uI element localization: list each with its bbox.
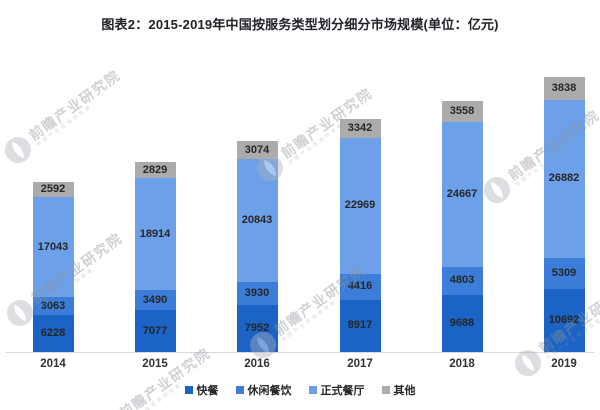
- segment-value-label: 22969: [344, 199, 376, 212]
- stacked-bar: 3838 26882 5309 10692: [543, 76, 585, 352]
- legend-swatch: [308, 386, 317, 394]
- legend-swatch: [184, 386, 193, 394]
- chart-title: 图表2：2015-2019年中国按服务类型划分细分市场规模(单位：亿元): [101, 17, 499, 32]
- plot-area: 2592 17043 3063 6228 2829 18914 3490 7077 3074 20…: [0, 60, 600, 352]
- segment-value-label: 26882: [548, 172, 580, 185]
- bar-column: 3838 26882 5309 10692: [514, 60, 600, 352]
- segment-value-label: 2592: [40, 182, 66, 195]
- bar-segment: 9688: [441, 294, 483, 352]
- bar-segment: 6228: [32, 315, 74, 352]
- bar-segment: 7077: [134, 310, 176, 352]
- x-axis-tick-label: 2014: [40, 358, 66, 370]
- segment-value-label: 10692: [548, 314, 580, 327]
- stacked-bar: 2592 17043 3063 6228: [32, 181, 74, 352]
- watermark-brand-text: 前瞻产业研究院: [115, 344, 213, 410]
- segment-value-label: 3342: [347, 121, 373, 134]
- bar-column: 3342 22969 4416 8917: [310, 60, 410, 352]
- legend-label: 休闲餐饮: [247, 385, 292, 397]
- chart-legend: 快餐 休闲餐饮 正式餐厅 其他: [0, 381, 600, 399]
- bar-segment: 3074: [236, 141, 278, 160]
- segment-value-label: 8917: [347, 319, 373, 332]
- bar-segment: 24667: [441, 121, 483, 267]
- stacked-bar: 3558 24667 4803 9688: [441, 100, 483, 352]
- legend-label: 正式餐厅: [320, 385, 365, 397]
- segment-value-label: 3063: [40, 299, 66, 312]
- segment-value-label: 5309: [551, 266, 577, 279]
- legend-swatch: [235, 386, 244, 394]
- bar-segment: 20843: [236, 159, 278, 283]
- watermark: 前瞻产业研究院中国产业咨询领导者: [90, 343, 218, 410]
- bar-segment: 4803: [441, 266, 483, 295]
- segment-value-label: 3074: [244, 143, 270, 156]
- bar-segment: 3838: [543, 76, 585, 100]
- segment-value-label: 3838: [551, 81, 577, 94]
- legend-item: 休闲餐饮: [235, 382, 292, 398]
- stacked-bar: 3074 20843 3930 7952: [236, 141, 278, 352]
- bar-column: 3074 20843 3930 7952: [207, 60, 307, 352]
- bar-segment: 3930: [236, 282, 278, 306]
- segment-value-label: 3930: [244, 287, 270, 300]
- bar-segment: 22969: [339, 138, 381, 274]
- segment-value-label: 2829: [142, 163, 168, 176]
- bar-column: 2829 18914 3490 7077: [105, 60, 205, 352]
- bar-segment: 10692: [543, 289, 585, 352]
- segment-value-label: 18914: [139, 227, 171, 240]
- x-axis-tick-label: 2019: [551, 358, 577, 370]
- legend-label: 快餐: [196, 385, 219, 397]
- x-axis-tick-label: 2017: [347, 358, 373, 370]
- bar-segment: 17043: [32, 196, 74, 298]
- segment-value-label: 4416: [347, 280, 373, 293]
- x-axis-labels: 2014 2015 2016 2017 2018 2019: [0, 358, 600, 374]
- legend-label: 其他: [393, 385, 416, 397]
- bar-segment: 5309: [543, 257, 585, 290]
- segment-value-label: 17043: [37, 240, 69, 253]
- bar-segment: 2829: [134, 161, 176, 179]
- segment-value-label: 7077: [142, 324, 168, 337]
- x-axis-line: [6, 352, 594, 353]
- bar-segment: 26882: [543, 99, 585, 258]
- legend-item: 快餐: [184, 382, 219, 398]
- bar-segment: 2592: [32, 181, 74, 197]
- stacked-bar: 2829 18914 3490 7077: [134, 161, 176, 352]
- bar-segment: 7952: [236, 305, 278, 352]
- legend-item: 正式餐厅: [308, 382, 365, 398]
- bar-column: 3558 24667 4803 9688: [412, 60, 512, 352]
- segment-value-label: 4803: [449, 274, 475, 287]
- bar-column: 2592 17043 3063 6228: [3, 60, 103, 352]
- x-axis-tick-label: 2018: [449, 358, 475, 370]
- segment-value-label: 7952: [244, 322, 270, 335]
- segment-value-label: 6228: [40, 327, 66, 340]
- bar-segment: 8917: [339, 299, 381, 352]
- bar-segment: 3490: [134, 289, 176, 311]
- segment-value-label: 24667: [446, 187, 478, 200]
- x-axis-tick-label: 2015: [142, 358, 168, 370]
- segment-value-label: 9688: [449, 316, 475, 329]
- x-axis-tick-label: 2016: [244, 358, 270, 370]
- bar-segment: 3558: [441, 100, 483, 122]
- bar-segment: 3063: [32, 297, 74, 316]
- stacked-bar: 3342 22969 4416 8917: [339, 118, 381, 352]
- bar-segment: 4416: [339, 273, 381, 300]
- segment-value-label: 3490: [142, 293, 168, 306]
- legend-item: 其他: [381, 382, 416, 398]
- legend-swatch: [381, 386, 390, 394]
- bar-segment: 3342: [339, 118, 381, 139]
- bar-segment: 18914: [134, 178, 176, 290]
- segment-value-label: 3558: [449, 104, 475, 117]
- segment-value-label: 20843: [241, 214, 273, 227]
